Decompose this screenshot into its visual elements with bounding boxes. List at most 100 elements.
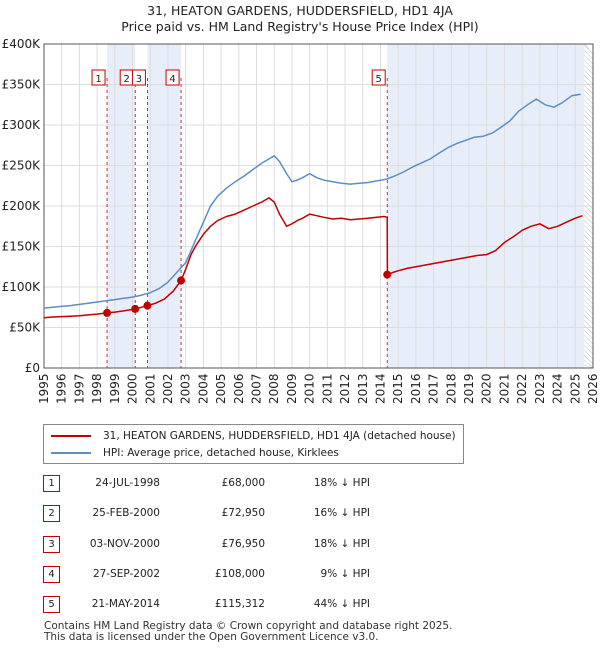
sale-hpi-diff: 44% ↓ HPI (313, 598, 370, 610)
forecast-hatch (583, 43, 590, 50)
y-tick-label: £250K (2, 159, 42, 173)
x-tick-label: 2002 (161, 373, 175, 404)
forecast-hatch (583, 154, 594, 165)
x-tick-label: 2021 (497, 373, 511, 404)
x-tick-label: 2004 (196, 373, 210, 404)
forecast-hatch (583, 49, 594, 60)
sale-price: £115,312 (214, 598, 265, 610)
sale-point (131, 304, 140, 313)
sale-label: 5 (376, 74, 382, 85)
sale-label: 4 (169, 74, 175, 85)
forecast-hatch (583, 149, 594, 160)
forecast-hatch (583, 264, 594, 275)
table-row: 5 21-MAY-2014 £115,312 44% ↓ HPI (0, 596, 600, 616)
sale-point (103, 308, 112, 317)
sale-price: £76,950 (221, 538, 265, 550)
x-tick-label: 2005 (214, 373, 228, 404)
sale-label: 2 (124, 74, 130, 85)
forecast-hatch (583, 169, 594, 180)
forecast-hatch (583, 114, 594, 125)
y-tick-label: £0 (25, 361, 40, 375)
forecast-hatch (583, 329, 594, 340)
sale-label-box (371, 69, 386, 86)
sale-number-badge: 5 (43, 596, 60, 613)
forecast-hatch (583, 129, 594, 140)
forecast-hatch (583, 89, 594, 100)
sale-number-badge: 2 (43, 505, 60, 522)
x-tick-label: 2020 (480, 373, 494, 404)
x-tick-label: 2024 (551, 373, 565, 404)
forecast-hatch (583, 64, 594, 75)
forecast-hatch (583, 239, 594, 250)
forecast-hatch (583, 94, 594, 105)
y-tick-label: £300K (2, 118, 42, 132)
x-tick-label: 1995 (37, 373, 51, 404)
forecast-hatch (583, 179, 594, 190)
forecast-hatch (583, 359, 594, 369)
forecast-hatch (583, 224, 594, 235)
forecast-hatch (583, 59, 594, 70)
legend-item-property: 31, HEATON GARDENS, HUDDERSFIELD, HD1 4J… (44, 428, 456, 444)
forecast-hatch (583, 259, 594, 270)
y-tick-label: £50K (9, 321, 41, 335)
sale-hpi-diff: 9% ↓ HPI (320, 568, 370, 580)
sale-label: 3 (136, 74, 142, 85)
forecast-hatch (583, 164, 594, 175)
x-tick-label: 1999 (108, 373, 122, 404)
chart-title-line1: 31, HEATON GARDENS, HUDDERSFIELD, HD1 4J… (147, 3, 453, 18)
forecast-hatch (583, 254, 594, 265)
y-tick-label: £350K (2, 78, 42, 92)
forecast-hatch (583, 189, 594, 200)
series-line-hpi (43, 93, 581, 309)
table-row: 1 24-JUL-1998 £68,000 18% ↓ HPI (0, 475, 600, 495)
x-tick-label: 2003 (179, 373, 193, 404)
forecast-hatch (583, 84, 594, 95)
forecast-hatch (583, 304, 594, 315)
forecast-hatch (583, 289, 594, 300)
forecast-hatch (583, 249, 594, 260)
x-tick-label: 2007 (250, 373, 264, 404)
table-row: 4 27-SEP-2002 £108,000 9% ↓ HPI (0, 566, 600, 586)
sale-number-badge: 1 (43, 475, 60, 492)
y-tick-label: £150K (2, 240, 42, 254)
forecast-hatch (583, 294, 594, 305)
sale-date: 25-FEB-2000 (92, 507, 160, 519)
forecast-hatch (583, 309, 594, 320)
forecast-hatch (583, 124, 594, 135)
sale-label-box (165, 69, 180, 86)
forecast-hatch (583, 144, 594, 155)
forecast-hatch (583, 104, 594, 115)
sale-date: 03-NOV-2000 (89, 538, 160, 550)
x-tick-label: 2010 (303, 373, 317, 404)
table-row: 2 25-FEB-2000 £72,950 16% ↓ HPI (0, 505, 600, 525)
x-tick-label: 2019 (462, 373, 476, 404)
forecast-hatch (583, 99, 594, 110)
legend-item-hpi: HPI: Average price, detached house, Kirk… (44, 445, 339, 461)
x-tick-label: 2001 (143, 373, 157, 404)
forecast-hatch (583, 214, 594, 225)
forecast-hatch (583, 69, 594, 80)
sale-hpi-diff: 18% ↓ HPI (313, 477, 370, 489)
forecast-hatch (583, 334, 594, 345)
sale-point (383, 270, 392, 279)
legend-swatch-hpi (51, 452, 91, 454)
legend-label-hpi: HPI: Average price, detached house, Kirk… (103, 447, 339, 459)
x-tick-label: 1998 (90, 373, 104, 404)
price-chart: £0 £50K £100K £150K £200K £250K £300K £350K £400… (2, 37, 600, 404)
sale-date: 21-MAY-2014 (91, 598, 160, 610)
forecast-hatch (583, 204, 594, 215)
forecast-hatch (583, 194, 594, 205)
forecast-hatch (583, 279, 594, 290)
forecast-hatch (583, 339, 594, 350)
y-tick-label: £400K (2, 37, 42, 51)
forecast-hatch (583, 44, 594, 55)
forecast-hatch (583, 234, 594, 245)
x-tick-label: 2025 (568, 373, 582, 404)
forecast-hatch (583, 354, 594, 365)
sale-label: 1 (95, 74, 101, 85)
x-tick-label: 2017 (427, 373, 441, 404)
x-tick-label: 1997 (72, 373, 86, 404)
forecast-hatch (583, 344, 594, 355)
forecast-hatch (583, 209, 594, 220)
sale-number-badge: 4 (43, 566, 60, 583)
